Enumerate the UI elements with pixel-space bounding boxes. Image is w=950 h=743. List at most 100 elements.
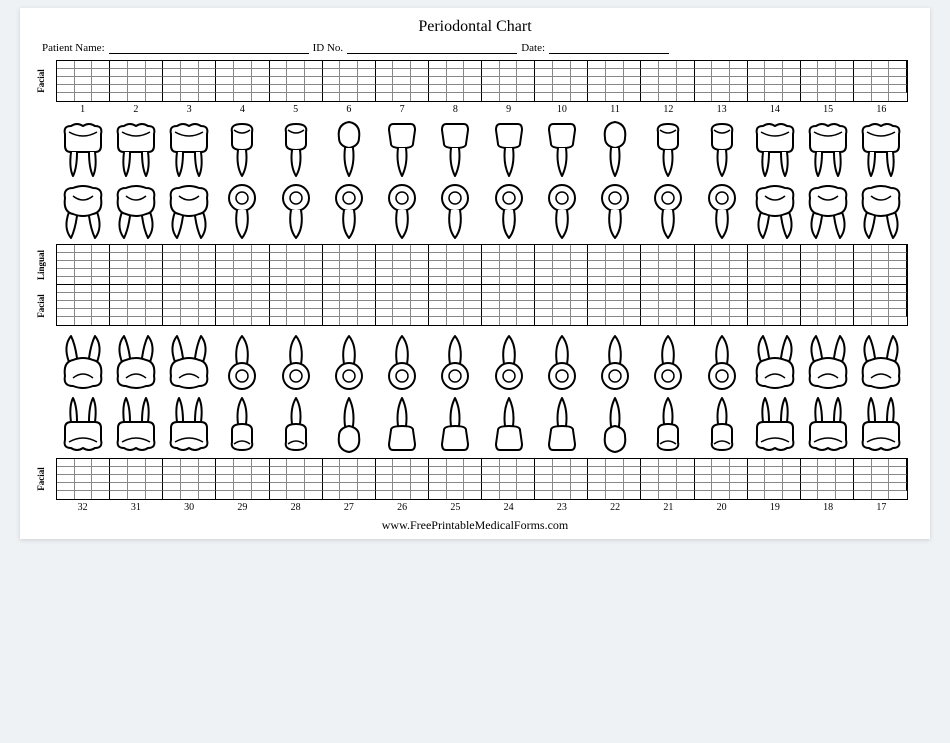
tooth-number: 2 xyxy=(109,104,162,116)
upper-facial-tooth-10 xyxy=(545,120,579,178)
lower-facial-tooth-12 xyxy=(648,396,688,454)
upper-facial-tooth-7 xyxy=(385,120,419,178)
tooth-number: 14 xyxy=(748,104,801,116)
upper-lingual-tooth-10 xyxy=(544,182,580,240)
footer-text: www.FreePrintableMedicalForms.com xyxy=(42,518,908,533)
patient-name-blank[interactable] xyxy=(109,40,309,54)
tooth-number: 21 xyxy=(642,502,695,514)
lower-facial-tooth-15 xyxy=(804,396,852,454)
lower-facial-tooth-4 xyxy=(222,396,262,454)
upper-facial-tooth-8 xyxy=(438,120,472,178)
upper-facial-grid xyxy=(56,60,908,102)
tooth-number: 9 xyxy=(482,104,535,116)
upper-facial-tooth-2 xyxy=(112,120,160,178)
upper-lingual-tooth-11 xyxy=(597,182,633,240)
upper-facial-tooth-6 xyxy=(331,120,367,178)
upper-facial-label: Facial xyxy=(36,61,46,101)
lower-lingual-tooth-8 xyxy=(437,334,473,392)
upper-lingual-tooth-13 xyxy=(704,182,740,240)
lower-lingual-tooth-7 xyxy=(384,334,420,392)
upper-teeth-lingual-row xyxy=(56,178,908,240)
lower-tooth-numbers: 32313029282726252423222120191817 xyxy=(56,502,908,514)
tooth-number: 12 xyxy=(642,104,695,116)
lower-facial-tooth-5 xyxy=(276,396,316,454)
lower-facial-tooth-8 xyxy=(438,396,472,454)
tooth-number: 7 xyxy=(376,104,429,116)
upper-facial-tooth-5 xyxy=(276,120,316,178)
lower-lingual-tooth-9 xyxy=(491,334,527,392)
tooth-number: 25 xyxy=(429,502,482,514)
lower-teeth-lingual-row xyxy=(56,330,908,392)
upper-lingual-tooth-9 xyxy=(491,182,527,240)
id-no-blank[interactable] xyxy=(347,40,517,54)
date-label: Date: xyxy=(521,42,545,54)
tooth-number: 5 xyxy=(269,104,322,116)
upper-lingual-tooth-2 xyxy=(112,182,160,240)
upper-lingual-tooth-1 xyxy=(59,182,107,240)
tooth-number: 6 xyxy=(322,104,375,116)
tooth-number: 18 xyxy=(802,502,855,514)
tooth-number: 32 xyxy=(56,502,109,514)
lower-lingual-tooth-11 xyxy=(597,334,633,392)
tooth-number: 28 xyxy=(269,502,322,514)
lower-lingual-tooth-6 xyxy=(331,334,367,392)
lower-facial-grid xyxy=(56,458,908,500)
upper-lingual-tooth-14 xyxy=(751,182,799,240)
tooth-number: 22 xyxy=(589,502,642,514)
date-blank[interactable] xyxy=(549,40,669,54)
upper-lingual-tooth-15 xyxy=(804,182,852,240)
tooth-number: 1 xyxy=(56,104,109,116)
upper-lingual-tooth-5 xyxy=(278,182,314,240)
lower-facial-tooth-2 xyxy=(112,396,160,454)
upper-tooth-numbers: 12345678910111213141516 xyxy=(56,104,908,116)
tooth-number: 24 xyxy=(482,502,535,514)
lower-lingual-tooth-13 xyxy=(704,334,740,392)
lower-lingual-tooth-14 xyxy=(751,334,799,392)
upper-facial-tooth-15 xyxy=(804,120,852,178)
tooth-number: 4 xyxy=(216,104,269,116)
lower-facial-tooth-14 xyxy=(751,396,799,454)
tooth-number: 19 xyxy=(748,502,801,514)
lower-facial-label: Facial xyxy=(36,459,46,499)
upper-facial-tooth-16 xyxy=(857,120,905,178)
lower-lingual-tooth-10 xyxy=(544,334,580,392)
upper-facial-tooth-13 xyxy=(702,120,742,178)
lower-lingual-tooth-12 xyxy=(650,334,686,392)
lower-facial-tooth-7 xyxy=(385,396,419,454)
lower-lingual-tooth-1 xyxy=(59,334,107,392)
middle-facial-label: Facial xyxy=(36,286,46,326)
lower-facial-tooth-13 xyxy=(702,396,742,454)
upper-teeth-facial-row xyxy=(56,116,908,178)
upper-facial-tooth-14 xyxy=(751,120,799,178)
upper-facial-section: Facial xyxy=(42,60,908,102)
lower-facial-tooth-10 xyxy=(545,396,579,454)
tooth-number: 20 xyxy=(695,502,748,514)
lower-facial-tooth-3 xyxy=(165,396,213,454)
tooth-number: 23 xyxy=(535,502,588,514)
tooth-number: 8 xyxy=(429,104,482,116)
lower-lingual-tooth-3 xyxy=(165,334,213,392)
lower-facial-section: Facial xyxy=(42,458,908,500)
upper-lingual-tooth-16 xyxy=(857,182,905,240)
upper-lingual-tooth-8 xyxy=(437,182,473,240)
lower-facial-tooth-9 xyxy=(492,396,526,454)
lower-lingual-tooth-4 xyxy=(224,334,260,392)
upper-facial-tooth-12 xyxy=(648,120,688,178)
tooth-number: 26 xyxy=(376,502,429,514)
upper-lingual-tooth-6 xyxy=(331,182,367,240)
tooth-number: 30 xyxy=(163,502,216,514)
header-line: Patient Name: ID No. Date: xyxy=(42,40,908,54)
lower-facial-tooth-6 xyxy=(331,396,367,454)
tooth-number: 13 xyxy=(695,104,748,116)
lower-facial-tooth-16 xyxy=(857,396,905,454)
tooth-number: 27 xyxy=(322,502,375,514)
upper-facial-tooth-11 xyxy=(597,120,633,178)
tooth-number: 31 xyxy=(109,502,162,514)
page-title: Periodontal Chart xyxy=(42,18,908,36)
id-no-label: ID No. xyxy=(313,42,344,54)
lower-lingual-tooth-2 xyxy=(112,334,160,392)
upper-lingual-tooth-12 xyxy=(650,182,686,240)
lower-lingual-tooth-16 xyxy=(857,334,905,392)
upper-lingual-tooth-7 xyxy=(384,182,420,240)
lower-facial-tooth-1 xyxy=(59,396,107,454)
